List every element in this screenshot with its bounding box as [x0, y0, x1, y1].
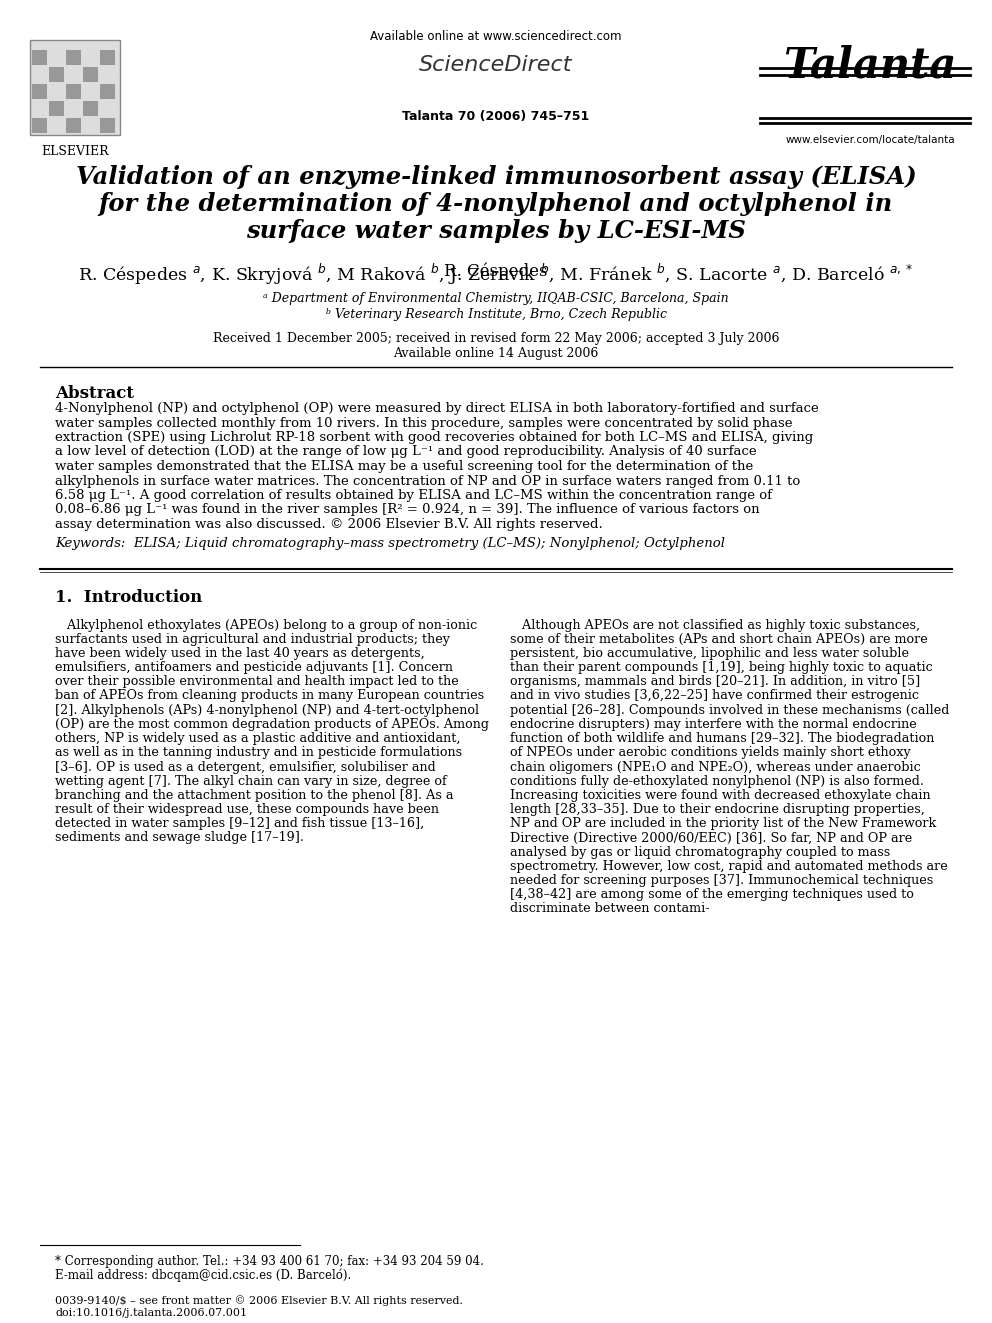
Text: analysed by gas or liquid chromatography coupled to mass: analysed by gas or liquid chromatography… — [510, 845, 890, 859]
Text: Talanta 70 (2006) 745–751: Talanta 70 (2006) 745–751 — [403, 110, 589, 123]
Text: a low level of detection (LOD) at the range of low μg L⁻¹ and good reproducibili: a low level of detection (LOD) at the ra… — [55, 446, 757, 459]
Text: function of both wildlife and humans [29–32]. The biodegradation: function of both wildlife and humans [29… — [510, 732, 934, 745]
Text: needed for screening purposes [37]. Immunochemical techniques: needed for screening purposes [37]. Immu… — [510, 875, 933, 888]
Text: ᵃ Department of Environmental Chemistry, IIQAB-CSIC, Barcelona, Spain: ᵃ Department of Environmental Chemistry,… — [263, 292, 729, 306]
Text: conditions fully de-ethoxylated nonylphenol (NP) is also formed.: conditions fully de-ethoxylated nonylphe… — [510, 775, 924, 787]
Text: [3–6]. OP is used as a detergent, emulsifier, solubiliser and: [3–6]. OP is used as a detergent, emulsi… — [55, 761, 435, 774]
Bar — [83, 101, 98, 116]
Text: 0.08–6.86 μg L⁻¹ was found in the river samples [R² = 0.924, n = 39]. The influe: 0.08–6.86 μg L⁻¹ was found in the river … — [55, 504, 760, 516]
Text: Although APEOs are not classified as highly toxic substances,: Although APEOs are not classified as hig… — [510, 618, 921, 631]
Text: as well as in the tanning industry and in pesticide formulations: as well as in the tanning industry and i… — [55, 746, 462, 759]
Text: Keywords:  ELISA; Liquid chromatography–mass spectrometry (LC–MS); Nonylphenol; : Keywords: ELISA; Liquid chromatography–m… — [55, 537, 725, 549]
Bar — [32, 118, 47, 134]
Text: ELSEVIER: ELSEVIER — [42, 146, 109, 157]
Text: Available online 14 August 2006: Available online 14 August 2006 — [393, 347, 599, 360]
Text: result of their widespread use, these compounds have been: result of their widespread use, these co… — [55, 803, 439, 816]
Text: * Corresponding author. Tel.: +34 93 400 61 70; fax: +34 93 204 59 04.: * Corresponding author. Tel.: +34 93 400… — [55, 1256, 484, 1267]
Text: 4-Nonylphenol (NP) and octylphenol (OP) were measured by direct ELISA in both la: 4-Nonylphenol (NP) and octylphenol (OP) … — [55, 402, 818, 415]
Text: sediments and sewage sludge [17–19].: sediments and sewage sludge [17–19]. — [55, 831, 304, 844]
Text: surfactants used in agricultural and industrial products; they: surfactants used in agricultural and ind… — [55, 632, 450, 646]
Text: than their parent compounds [1,19], being highly toxic to aquatic: than their parent compounds [1,19], bein… — [510, 662, 932, 675]
Text: Directive (Directive 2000/60/EEC) [36]. So far, NP and OP are: Directive (Directive 2000/60/EEC) [36]. … — [510, 831, 913, 844]
Bar — [30, 40, 120, 135]
Text: 1.  Introduction: 1. Introduction — [55, 589, 202, 606]
Text: R. Céspedes: R. Céspedes — [444, 262, 548, 279]
Text: Increasing toxicities were found with decreased ethoxylate chain: Increasing toxicities were found with de… — [510, 789, 930, 802]
Text: E-mail address: dbcqam@cid.csic.es (D. Barceló).: E-mail address: dbcqam@cid.csic.es (D. B… — [55, 1267, 351, 1282]
Bar — [49, 101, 64, 116]
Text: spectrometry. However, low cost, rapid and automated methods are: spectrometry. However, low cost, rapid a… — [510, 860, 947, 873]
Bar — [66, 83, 81, 99]
Text: extraction (SPE) using Lichrolut RP-18 sorbent with good recoveries obtained for: extraction (SPE) using Lichrolut RP-18 s… — [55, 431, 813, 445]
Text: emulsifiers, antifoamers and pesticide adjuvants [1]. Concern: emulsifiers, antifoamers and pesticide a… — [55, 662, 453, 675]
Text: 6.58 μg L⁻¹. A good correlation of results obtained by ELISA and LC–MS within th: 6.58 μg L⁻¹. A good correlation of resul… — [55, 490, 772, 501]
Text: [2]. Alkylphenols (APs) 4-nonylphenol (NP) and 4-tert-octylphenol: [2]. Alkylphenols (APs) 4-nonylphenol (N… — [55, 704, 479, 717]
Text: surface water samples by LC-ESI-MS: surface water samples by LC-ESI-MS — [246, 220, 746, 243]
Text: Validation of an enzyme-linked immunosorbent assay (ELISA): Validation of an enzyme-linked immunosor… — [75, 165, 917, 189]
Bar — [32, 50, 47, 65]
Text: Alkylphenol ethoxylates (APEOs) belong to a group of non-ionic: Alkylphenol ethoxylates (APEOs) belong t… — [55, 618, 477, 631]
Text: organisms, mammals and birds [20–21]. In addition, in vitro [5]: organisms, mammals and birds [20–21]. In… — [510, 675, 921, 688]
Text: water samples demonstrated that the ELISA may be a useful screening tool for the: water samples demonstrated that the ELIS… — [55, 460, 753, 474]
Text: assay determination was also discussed. © 2006 Elsevier B.V. All rights reserved: assay determination was also discussed. … — [55, 519, 603, 531]
Text: detected in water samples [9–12] and fish tissue [13–16],: detected in water samples [9–12] and fis… — [55, 818, 425, 831]
Text: alkylphenols in surface water matrices. The concentration of NP and OP in surfac: alkylphenols in surface water matrices. … — [55, 475, 801, 487]
Bar — [100, 118, 115, 134]
Text: R. Céspedes $^a$, K. Skryjová $^b$, M Raková $^b$, J. Zeravik $^b$, M. Fránek $^: R. Céspedes $^a$, K. Skryjová $^b$, M Ra… — [78, 262, 914, 287]
Bar — [49, 67, 64, 82]
Text: Received 1 December 2005; received in revised form 22 May 2006; accepted 3 July : Received 1 December 2005; received in re… — [212, 332, 780, 345]
Text: [4,38–42] are among some of the emerging techniques used to: [4,38–42] are among some of the emerging… — [510, 888, 914, 901]
Text: branching and the attachment position to the phenol [8]. As a: branching and the attachment position to… — [55, 789, 453, 802]
Text: for the determination of 4-nonylphenol and octylphenol in: for the determination of 4-nonylphenol a… — [99, 192, 893, 216]
Text: others, NP is widely used as a plastic additive and antioxidant,: others, NP is widely used as a plastic a… — [55, 732, 460, 745]
Bar — [32, 83, 47, 99]
Text: NP and OP are included in the priority list of the New Framework: NP and OP are included in the priority l… — [510, 818, 936, 831]
Bar — [100, 50, 115, 65]
Text: 0039-9140/$ – see front matter © 2006 Elsevier B.V. All rights reserved.: 0039-9140/$ – see front matter © 2006 El… — [55, 1295, 463, 1306]
Text: some of their metabolites (APs and short chain APEOs) are more: some of their metabolites (APs and short… — [510, 632, 928, 646]
Text: doi:10.1016/j.talanta.2006.07.001: doi:10.1016/j.talanta.2006.07.001 — [55, 1308, 247, 1318]
Text: chain oligomers (NPE₁O and NPE₂O), whereas under anaerobic: chain oligomers (NPE₁O and NPE₂O), where… — [510, 761, 921, 774]
Bar — [66, 118, 81, 134]
Text: Talanta: Talanta — [784, 45, 956, 87]
Text: and in vivo studies [3,6,22–25] have confirmed their estrogenic: and in vivo studies [3,6,22–25] have con… — [510, 689, 919, 703]
Text: of NPEOs under aerobic conditions yields mainly short ethoxy: of NPEOs under aerobic conditions yields… — [510, 746, 911, 759]
Text: endocrine disrupters) may interfere with the normal endocrine: endocrine disrupters) may interfere with… — [510, 718, 917, 730]
Text: ᵇ Veterinary Research Institute, Brno, Czech Republic: ᵇ Veterinary Research Institute, Brno, C… — [325, 308, 667, 321]
Bar — [100, 83, 115, 99]
Text: water samples collected monthly from 10 rivers. In this procedure, samples were : water samples collected monthly from 10 … — [55, 417, 793, 430]
Text: www.elsevier.com/locate/talanta: www.elsevier.com/locate/talanta — [786, 135, 955, 146]
Text: persistent, bio accumulative, lipophilic and less water soluble: persistent, bio accumulative, lipophilic… — [510, 647, 909, 660]
Bar — [66, 50, 81, 65]
Text: have been widely used in the last 40 years as detergents,: have been widely used in the last 40 yea… — [55, 647, 425, 660]
Text: Abstract: Abstract — [55, 385, 134, 402]
Text: (OP) are the most common degradation products of APEOs. Among: (OP) are the most common degradation pro… — [55, 718, 489, 730]
Text: wetting agent [7]. The alkyl chain can vary in size, degree of: wetting agent [7]. The alkyl chain can v… — [55, 775, 446, 787]
Text: ban of APEOs from cleaning products in many European countries: ban of APEOs from cleaning products in m… — [55, 689, 484, 703]
Text: length [28,33–35]. Due to their endocrine disrupting properties,: length [28,33–35]. Due to their endocrin… — [510, 803, 925, 816]
Text: discriminate between contami-: discriminate between contami- — [510, 902, 709, 916]
Text: potential [26–28]. Compounds involved in these mechanisms (called: potential [26–28]. Compounds involved in… — [510, 704, 949, 717]
Text: ScienceDirect: ScienceDirect — [420, 56, 572, 75]
Bar — [83, 67, 98, 82]
Text: over their possible environmental and health impact led to the: over their possible environmental and he… — [55, 675, 458, 688]
Text: Available online at www.sciencedirect.com: Available online at www.sciencedirect.co… — [370, 30, 622, 44]
